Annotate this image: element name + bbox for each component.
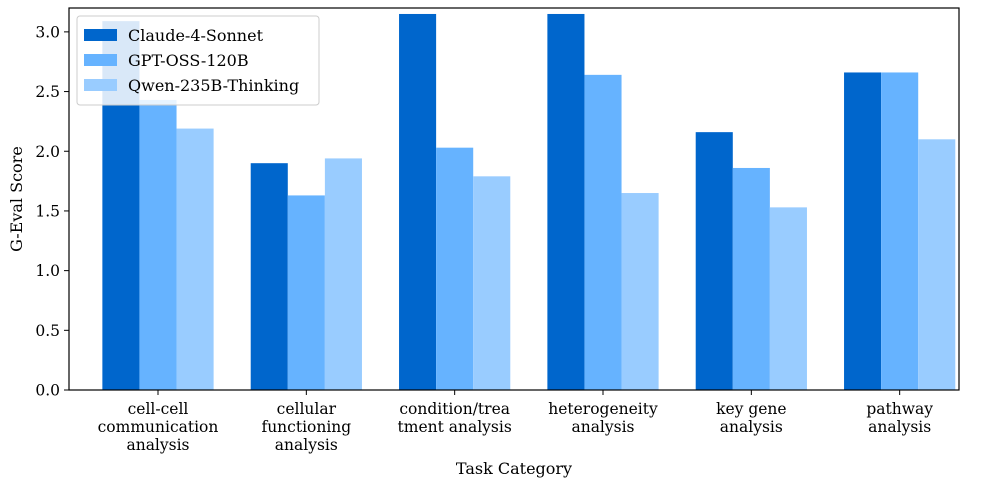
y-axis: 0.0 0.5 1.0 1.5 2.0 2.5 3.0 (35, 23, 69, 400)
bar-gpt-oss-120b-1 (287, 195, 325, 390)
y-tick-label: 3.0 (35, 23, 60, 41)
y-tick-label: 1.0 (35, 262, 60, 280)
x-axis-title: Task Category (456, 459, 572, 478)
legend-swatch-0 (84, 29, 117, 41)
legend-label-1: GPT-OSS-120B (128, 51, 249, 70)
x-tick-label: cellular functioning analysis (261, 400, 351, 454)
bar-claude-4-sonnet-1 (250, 163, 288, 390)
bar-qwen-235b-thinking-3 (621, 193, 659, 390)
y-tick-label: 2.0 (35, 143, 60, 161)
legend-label-0: Claude-4-Sonnet (128, 26, 264, 45)
y-axis-title: G-Eval Score (7, 146, 26, 252)
bar-gpt-oss-120b-0 (139, 99, 177, 391)
bar-qwen-235b-thinking-1 (324, 158, 362, 390)
x-tick-label: condition/trea tment analysis (398, 400, 512, 436)
bar-gpt-oss-120b-5 (881, 72, 919, 391)
bar-claude-4-sonnet-2 (399, 13, 437, 390)
legend: Claude-4-Sonnet GPT-OSS-120B Qwen-235B-Thi… (76, 15, 320, 106)
legend-swatch-2 (84, 79, 117, 91)
x-axis: cell-cell communication analysis cellular fu… (98, 390, 933, 454)
bar-claude-4-sonnet-5 (844, 72, 882, 391)
x-tick-label: heterogeneity analysis (548, 400, 658, 436)
legend-label-2: Qwen-235B-Thinking (128, 76, 299, 95)
x-tick-label: pathway analysis (866, 400, 933, 436)
y-tick-label: 1.5 (35, 202, 60, 220)
plot-frame (68, 7, 960, 391)
bar-claude-4-sonnet-4 (695, 132, 733, 390)
bar-qwen-235b-thinking-4 (769, 207, 807, 390)
y-tick-label: 0.0 (35, 382, 60, 400)
bar-gpt-oss-120b-3 (584, 74, 622, 390)
legend-swatch-1 (84, 54, 117, 66)
bar-qwen-235b-thinking-0 (176, 128, 214, 390)
x-tick-label: cell-cell communication analysis (98, 400, 219, 454)
y-tick-label: 2.5 (35, 83, 60, 101)
bars-layer (102, 13, 956, 391)
bar-claude-4-sonnet-3 (547, 13, 585, 390)
bar-gpt-oss-120b-2 (436, 147, 474, 390)
bar-gpt-oss-120b-4 (732, 167, 770, 390)
x-tick-label: key gene analysis (716, 400, 787, 436)
legend-box (76, 15, 320, 106)
bar-qwen-235b-thinking-2 (473, 176, 511, 390)
bar-qwen-235b-thinking-5 (918, 139, 956, 390)
y-tick-label: 0.5 (35, 322, 60, 340)
